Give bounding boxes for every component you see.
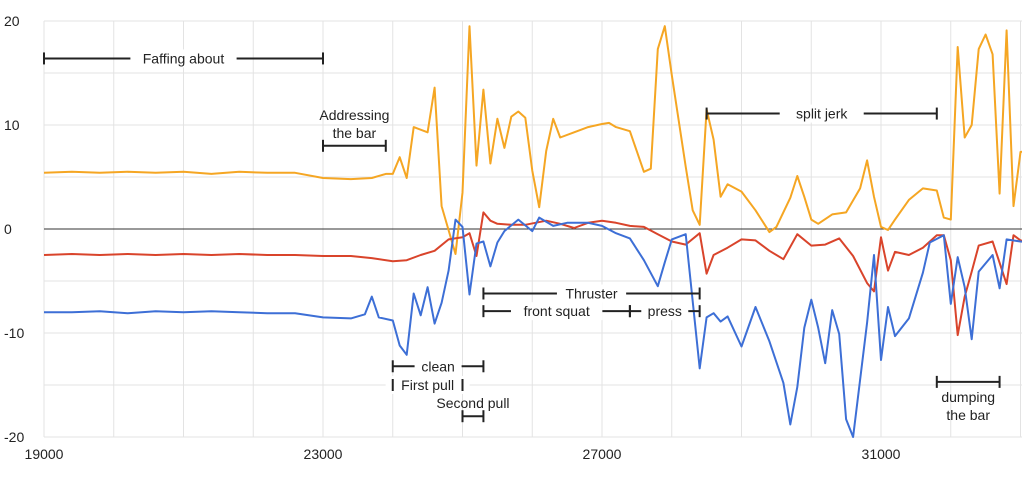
annotation-label: press (648, 303, 682, 319)
grid (43, 20, 1022, 438)
series-line-2 (44, 211, 1022, 337)
x-tick-label: 23000 (304, 446, 343, 462)
series-layer (44, 25, 1022, 438)
annotation-label-bg (556, 284, 627, 303)
series-line-1 (44, 25, 1022, 255)
annotation: Second pull (436, 395, 510, 423)
y-tick-label: -10 (4, 325, 24, 341)
annotation: press (628, 302, 701, 321)
y-tick-label: -20 (4, 429, 24, 445)
annotation: Faffing about (43, 49, 324, 68)
y-tick-label: 20 (4, 13, 20, 29)
annotation-label: Second pull (436, 395, 509, 411)
annotation-label-bg (385, 376, 470, 394)
annotation-label-bg (510, 302, 603, 321)
annotation: clean (391, 357, 485, 376)
annotation-label: clean (421, 358, 454, 374)
annotation-label: front squat (524, 303, 590, 319)
y-tick-label: 0 (4, 221, 12, 237)
x-tick-label: 31000 (862, 446, 901, 462)
x-tick-label: 27000 (583, 446, 622, 462)
annotations: Faffing about Addressing the bar split jerk… (43, 49, 1001, 423)
annotation: front squat (482, 302, 631, 321)
annotation: Addressing the bar (319, 107, 389, 152)
annotation: dumping the bar (935, 375, 1001, 423)
annotation: First pull (385, 376, 470, 394)
annotation-label-bg (130, 49, 237, 68)
annotation-label: First pull (401, 377, 454, 393)
series-line-3 (44, 216, 1022, 438)
annotation-label: Faffing about (143, 50, 225, 66)
x-tick-label: 19000 (25, 446, 64, 462)
annotation-label-bg (414, 357, 462, 376)
y-tick-label: 10 (4, 117, 20, 133)
annotation-label: Thruster (565, 285, 617, 301)
annotation-label-bg (779, 104, 864, 123)
annotation-label: Addressing the bar (319, 107, 389, 141)
annotation-label: dumping the bar (941, 389, 995, 423)
annotation: split jerk (705, 104, 938, 123)
annotation: Thruster (482, 284, 701, 303)
annotation-label-bg (641, 302, 689, 321)
annotation-label: split jerk (796, 106, 848, 122)
